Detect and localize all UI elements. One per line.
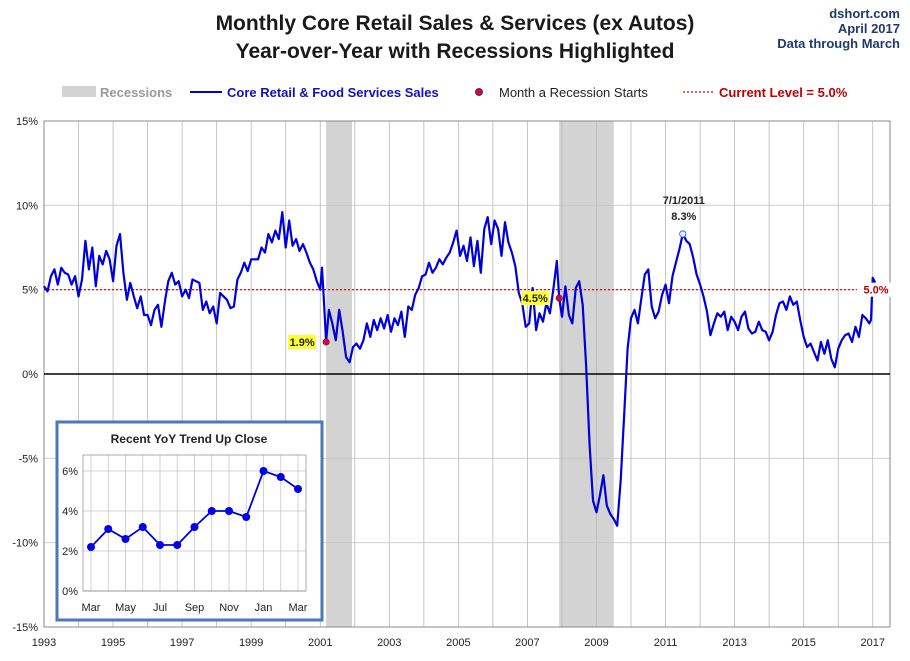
inset-point	[156, 541, 164, 549]
inset-x-tick-label: Nov	[219, 602, 239, 614]
chart-title: Monthly Core Retail Sales & Services (ex…	[215, 12, 695, 35]
inset-x-tick-label: Mar	[82, 602, 101, 614]
inset-y-tick-label: 4%	[62, 506, 78, 518]
legend-recessions: Recessions	[100, 85, 172, 100]
y-tick-label: -10%	[12, 538, 38, 550]
recession-start-label-2: 4.5%	[523, 293, 548, 305]
source-site: dshort.com	[829, 6, 900, 21]
y-tick-label: 15%	[16, 116, 38, 128]
inset-plot-frame	[82, 454, 307, 592]
inset-x-tick-label: May	[115, 602, 136, 614]
y-tick-label: 5%	[22, 285, 38, 297]
recession-start-label-bg-1	[288, 334, 317, 349]
inset-y-tick-label: 6%	[62, 466, 78, 478]
series-line-core-retail	[43, 211, 878, 527]
recession-start-marker-2	[555, 294, 563, 302]
inset-point	[87, 543, 95, 551]
x-tick-label: 2013	[722, 637, 746, 649]
inset-point	[294, 485, 302, 493]
x-tick-label: 1993	[32, 637, 56, 649]
inset-point	[276, 473, 285, 481]
inset-point	[173, 541, 182, 549]
x-tick-label: 2003	[377, 637, 401, 649]
legend-series: Core Retail & Food Services Sales	[227, 85, 439, 100]
x-tick-label: 2005	[446, 637, 470, 649]
inset-title: Recent YoY Trend Up Close	[111, 432, 268, 446]
x-tick-label: 2011	[654, 637, 678, 649]
legend-recession-swatch	[62, 86, 96, 97]
chart-subtitle: Year-over-Year with Recessions Highlight…	[235, 40, 675, 63]
inset-x-tick-label: Sep	[185, 602, 205, 614]
inset-point	[225, 507, 233, 515]
inset-y-tick-label: 2%	[62, 546, 78, 558]
inset-x-tick-label: Mar	[289, 602, 308, 614]
x-tick-label: 2007	[515, 637, 539, 649]
y-tick-label: -5%	[18, 453, 38, 465]
inset-x-tick-label: Jan	[255, 602, 273, 614]
x-tick-label: 1995	[101, 637, 125, 649]
inset-point	[242, 513, 251, 521]
legend-current-level: Current Level = 5.0%	[719, 85, 848, 100]
inset-y-tick-label: 0%	[62, 586, 78, 598]
inset-point	[190, 523, 199, 531]
source-note: Data through March	[777, 36, 900, 51]
x-tick-label: 2001	[308, 637, 332, 649]
x-tick-label: 2009	[584, 637, 608, 649]
x-tick-label: 1997	[170, 637, 194, 649]
recession-start-label-1: 1.9%	[290, 337, 315, 349]
inset-point	[138, 523, 147, 531]
legend-recession-start-marker	[475, 88, 483, 96]
inset-x-tick-label: Jul	[153, 602, 167, 614]
y-tick-label: 0%	[22, 369, 38, 381]
inset-point	[121, 535, 130, 543]
inset-point	[259, 467, 268, 475]
peak-marker	[679, 230, 687, 238]
current-level-end-label-bg	[857, 282, 891, 297]
source-date: April 2017	[837, 21, 900, 36]
peak-value-label: 8.3%	[671, 211, 696, 223]
x-tick-label: 2017	[860, 637, 884, 649]
current-level-end-label: 5.0%	[863, 285, 888, 297]
recession-start-marker-1	[322, 338, 330, 346]
peak-date-label: 7/1/2011	[663, 195, 705, 207]
y-tick-label: 10%	[16, 200, 38, 212]
inset-frame	[55, 420, 324, 622]
inset-point	[207, 507, 216, 515]
recession-start-label-bg-2	[521, 291, 550, 306]
y-tick-label: -15%	[12, 622, 38, 634]
legend-recession-start: Month a Recession Starts	[499, 85, 648, 100]
inset-point	[104, 525, 113, 533]
x-tick-label: 2015	[791, 637, 815, 649]
x-tick-label: 1999	[239, 637, 263, 649]
